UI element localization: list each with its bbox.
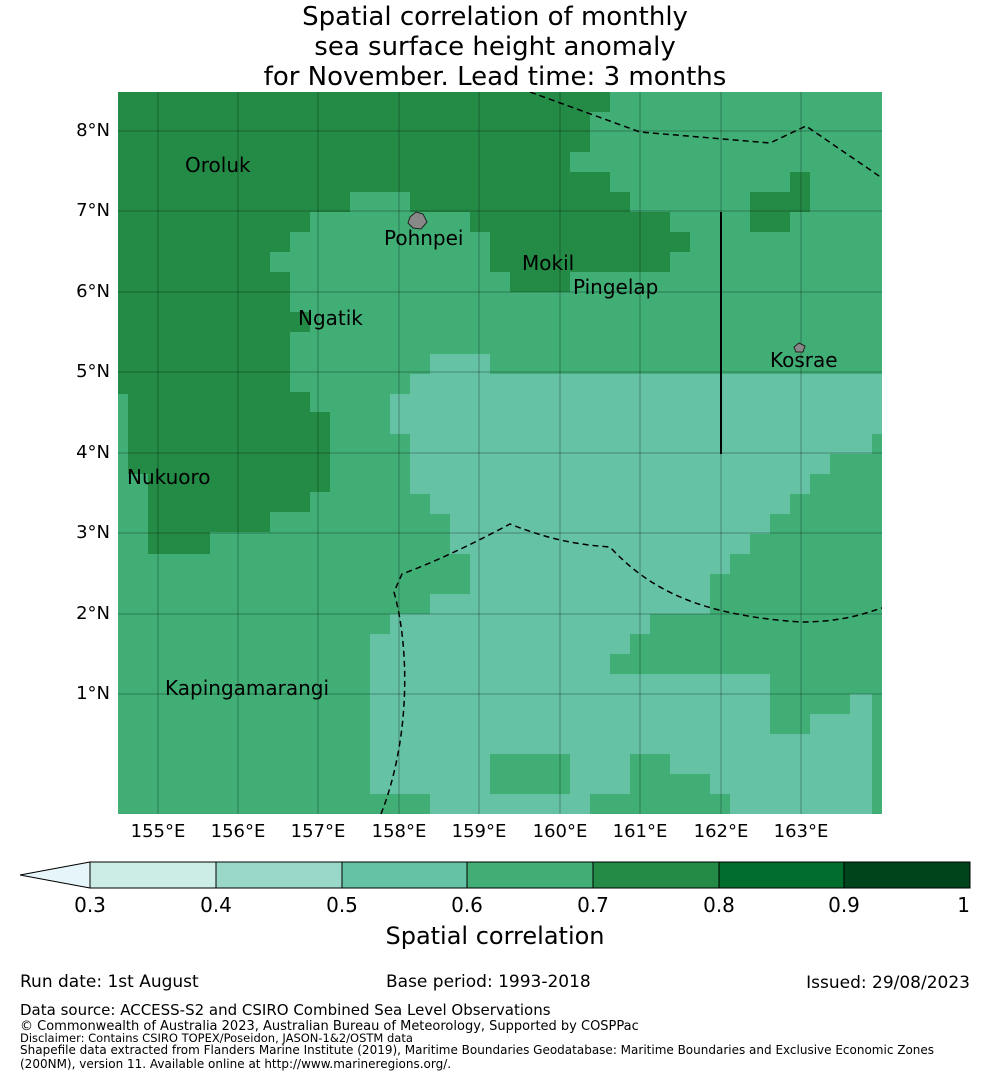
colorbar-bin-0.4-0.5 bbox=[216, 862, 342, 888]
run-date: Run date: 1st August bbox=[20, 972, 199, 992]
lon-label-155e: 155°E bbox=[130, 821, 186, 842]
lon-label-162e: 162°E bbox=[693, 821, 749, 842]
lon-label-157e: 157°E bbox=[290, 821, 346, 842]
place-label-nukuoro: Nukuoro bbox=[127, 465, 211, 489]
colorbar-bin-0.6-0.7 bbox=[467, 862, 593, 888]
lat-label-5n: 5°N bbox=[76, 361, 110, 382]
lat-label-3n: 3°N bbox=[76, 522, 110, 543]
pohnpei-island bbox=[407, 211, 428, 230]
colorbar-tick: 0.3 bbox=[74, 893, 106, 917]
lon-label-156e: 156°E bbox=[210, 821, 266, 842]
place-label-mokil: Mokil bbox=[522, 251, 575, 275]
kosrae-island bbox=[793, 342, 806, 353]
colorbar-tick: 0.5 bbox=[326, 893, 358, 917]
colorbar-bin-0.5-0.6 bbox=[342, 862, 467, 888]
region-corr-0.5-0.6 bbox=[370, 354, 882, 814]
lat-label-6n: 6°N bbox=[76, 281, 110, 302]
lon-label-163e: 163°E bbox=[773, 821, 829, 842]
lon-label-158e: 158°E bbox=[371, 821, 427, 842]
lat-label-4n: 4°N bbox=[76, 442, 110, 463]
lat-label-7n: 7°N bbox=[76, 200, 110, 221]
lon-label-159e: 159°E bbox=[451, 821, 507, 842]
title-line-1: Spatial correlation of monthly bbox=[302, 2, 688, 32]
region-corr-0.6-0.7-south bbox=[490, 754, 570, 794]
title-line-2: sea surface height anomaly bbox=[314, 32, 676, 62]
colorbar bbox=[19, 861, 971, 889]
data-source: Data source: ACCESS-S2 and CSIRO Combine… bbox=[20, 1001, 551, 1019]
lon-label-161e: 161°E bbox=[612, 821, 668, 842]
colorbar-tick: 0.9 bbox=[828, 893, 860, 917]
correlation-field bbox=[118, 92, 882, 814]
place-label-pingelap: Pingelap bbox=[573, 275, 659, 299]
title-line-3: for November. Lead time: 3 months bbox=[263, 62, 727, 92]
colorbar-bin-0.8-0.9 bbox=[719, 862, 844, 888]
copyright: © Commonwealth of Australia 2023, Austra… bbox=[20, 1019, 639, 1034]
lat-label-1n: 1°N bbox=[76, 683, 110, 704]
colorbar-tick: 0.4 bbox=[200, 893, 232, 917]
region-corr-0.7-0.8-east bbox=[750, 172, 810, 232]
colorbar-label: Spatial correlation bbox=[385, 922, 605, 950]
colorbar-tick: 1 bbox=[957, 893, 970, 917]
lon-label-160e: 160°E bbox=[532, 821, 588, 842]
colorbar-tick: 0.6 bbox=[451, 893, 483, 917]
correlation-map bbox=[19, 92, 971, 889]
colorbar-tick: 0.7 bbox=[577, 893, 609, 917]
lat-label-8n: 8°N bbox=[76, 120, 110, 141]
colorbar-tick: 0.8 bbox=[703, 893, 735, 917]
issued-date: Issued: 29/08/2023 bbox=[806, 973, 970, 993]
disclaimer: Disclaimer: Contains CSIRO TOPEX/Poseido… bbox=[20, 1031, 413, 1045]
place-label-kosrae: Kosrae bbox=[770, 348, 838, 372]
region-corr-0.7-0.8-north bbox=[118, 92, 690, 554]
colorbar-bin-0.7-0.8 bbox=[593, 862, 719, 888]
shapefile-credit-line-2: (200NM), version 11. Available online at… bbox=[20, 1057, 452, 1071]
map-title: Spatial correlation of monthly sea surfa… bbox=[0, 2, 990, 92]
lat-label-2n: 2°N bbox=[76, 603, 110, 624]
place-label-ngatik: Ngatik bbox=[298, 306, 363, 330]
base-period: Base period: 1993-2018 bbox=[386, 972, 591, 992]
place-label-kapingamarangi: Kapingamarangi bbox=[165, 676, 330, 700]
place-label-pohnpei: Pohnpei bbox=[384, 226, 464, 250]
place-label-oroluk: Oroluk bbox=[185, 153, 251, 177]
colorbar-bin-0.3-0.4 bbox=[90, 862, 216, 888]
shapefile-credit-line-1: Shapefile data extracted from Flanders M… bbox=[20, 1043, 935, 1057]
colorbar-extend-arrow bbox=[19, 861, 91, 889]
colorbar-bin-0.9-1 bbox=[844, 862, 970, 888]
